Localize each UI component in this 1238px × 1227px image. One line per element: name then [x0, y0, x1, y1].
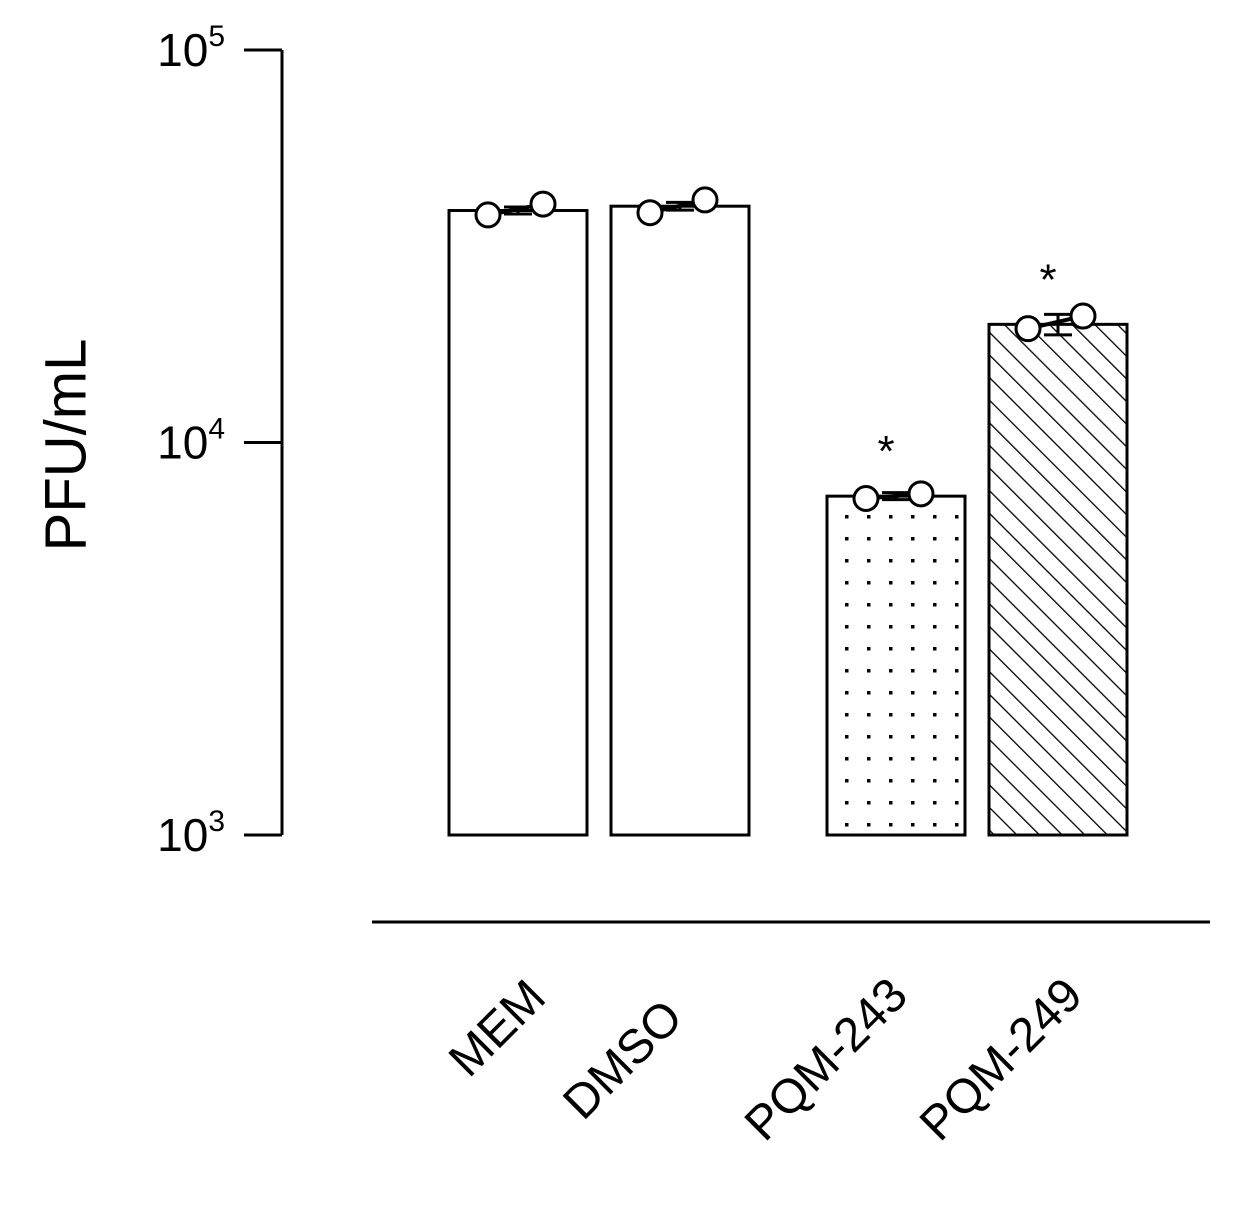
x-tick-label: PQM-243 [735, 968, 918, 1151]
x-tick-label: PQM-249 [910, 968, 1093, 1151]
bar-pqm-243 [825, 494, 967, 837]
data-point [529, 190, 557, 218]
y-tick-label: 103 [157, 805, 225, 861]
data-point [1069, 302, 1097, 330]
data-point [1014, 315, 1042, 343]
x-tick-label: MEM [439, 970, 556, 1087]
data-point [636, 199, 664, 227]
significance-star: * [1039, 255, 1056, 304]
data-point [474, 201, 502, 229]
bar-pqm-249 [987, 322, 1129, 837]
data-point [691, 186, 719, 214]
y-tick-label: 105 [157, 20, 225, 76]
bar-dmso [609, 204, 751, 837]
bar-mem [447, 209, 589, 837]
y-tick-label: 104 [157, 413, 225, 469]
data-point [852, 484, 880, 512]
significance-star: * [877, 427, 894, 476]
bars-group: ** [447, 186, 1129, 837]
x-tick-label: DMSO [553, 990, 692, 1129]
y-axis-title: PFU/mL [33, 339, 98, 552]
data-point [907, 480, 935, 508]
y-axis: 105 104 103 [157, 20, 284, 861]
